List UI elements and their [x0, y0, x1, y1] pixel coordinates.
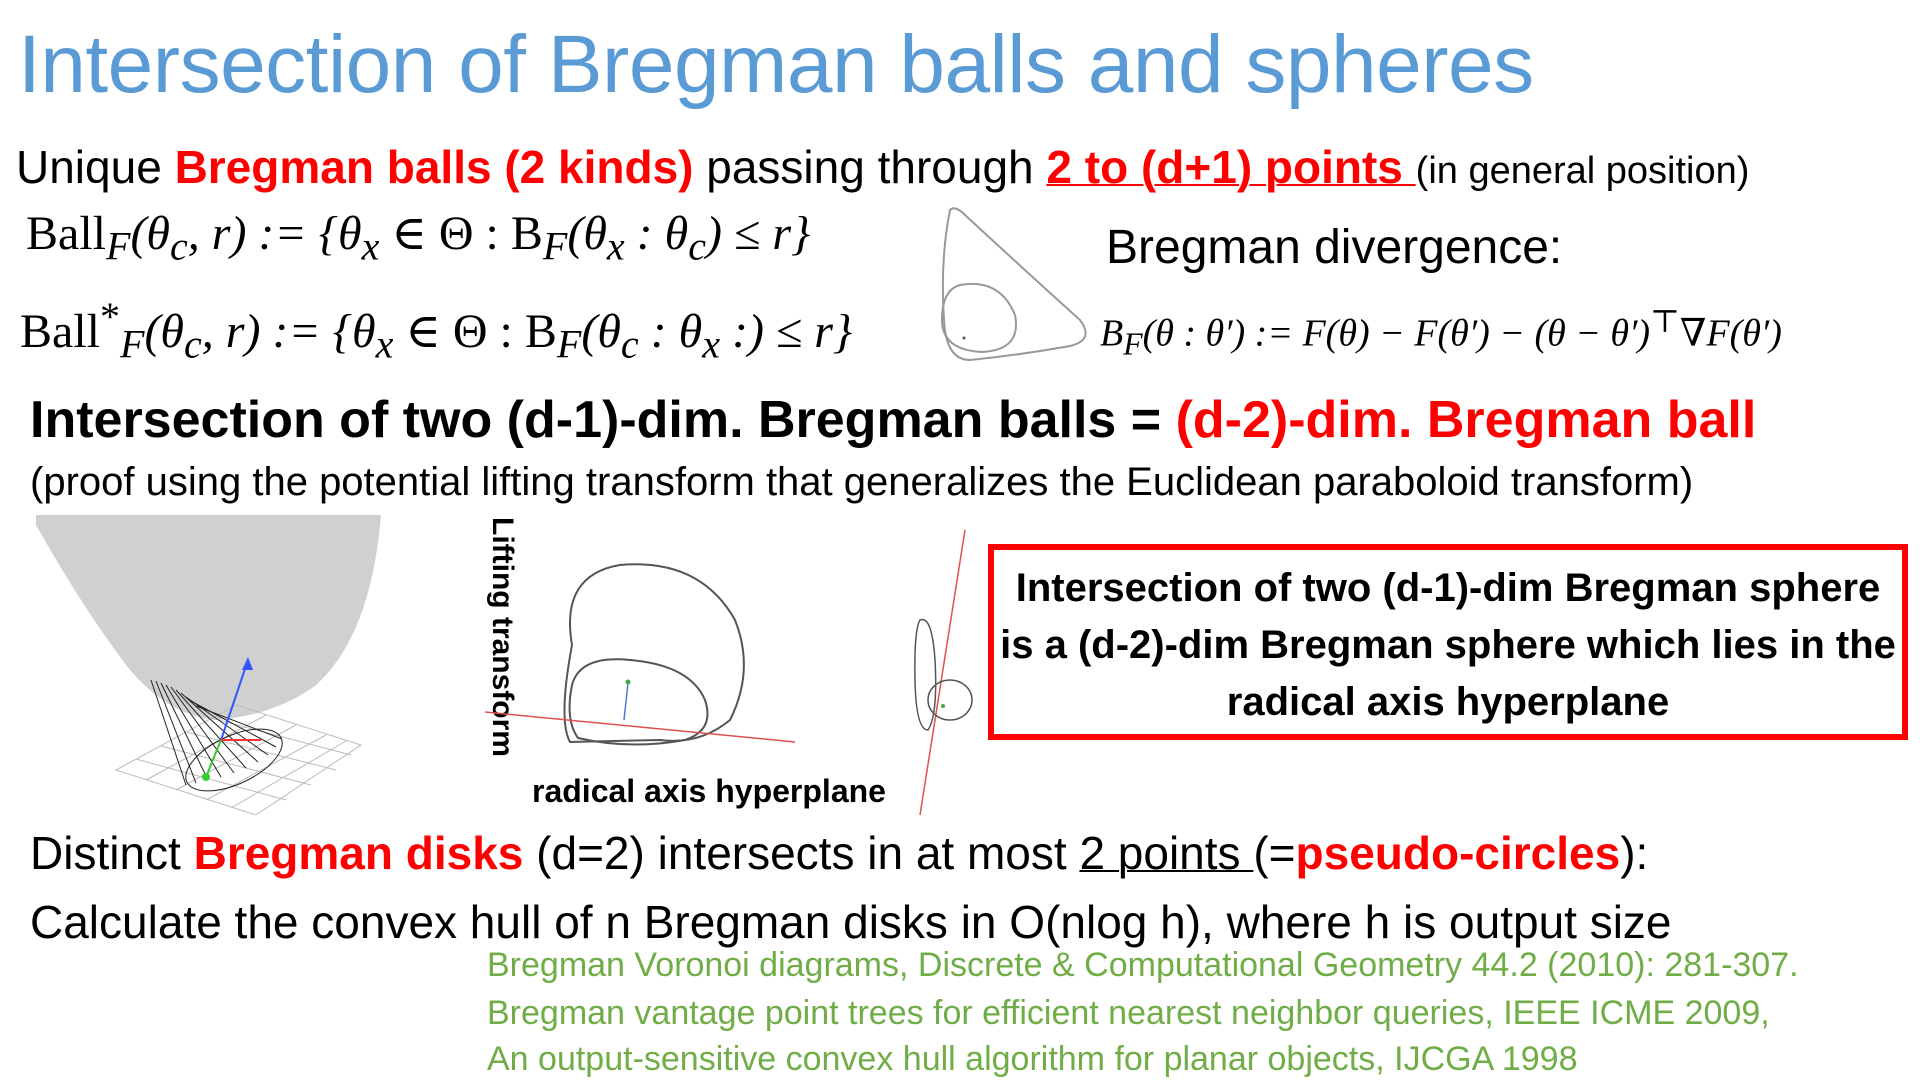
dual-ball-sub: F: [120, 322, 144, 367]
div-sub: F: [1123, 326, 1142, 361]
disks-red: Bregman disks: [194, 827, 524, 879]
disks-open: (=: [1253, 827, 1295, 879]
dual-ball-shape: [942, 284, 1016, 352]
dual-ball-sub2: F: [557, 322, 581, 367]
dual-ball-x: x: [376, 322, 394, 367]
thin-sphere-left: [915, 620, 936, 731]
divergence-label: Bregman divergence:: [1106, 220, 1562, 275]
ball-set: ∈ Θ : B: [379, 207, 543, 260]
bregman-disks-line: Distinct Bregman disks (d=2) intersects …: [30, 826, 1648, 880]
center-point: [626, 680, 631, 685]
ball-rest: , r) := {θ: [188, 207, 362, 260]
dual-ball-c2: c: [621, 322, 639, 367]
intersection-red: (d-2)-dim. Bregman ball: [1176, 391, 1757, 449]
div-b: B: [1100, 313, 1123, 355]
divergence-formula: BF(θ : θ′) := F(θ) − F(θ′) − (θ − θ′)⊤∇F…: [1100, 304, 1782, 362]
div-sup: ⊤: [1650, 304, 1680, 339]
dual-ball-definition: Ball*F(θc, r) := {θx ∈ Θ : BF(θc : θx :)…: [20, 293, 852, 368]
point-green: [202, 773, 210, 781]
line1-middle: passing through: [693, 141, 1046, 193]
disks-red2: pseudo-circles: [1296, 827, 1621, 879]
dual-ball-args: (θ: [144, 305, 184, 358]
radical-axis-line: [485, 712, 795, 742]
line1-suffix: (in general position): [1416, 150, 1750, 192]
ball-end: ) ≤ r}: [706, 207, 810, 260]
unique-balls-line: Unique Bregman balls (2 kinds) passing t…: [16, 140, 1749, 194]
ball-args: (θ: [130, 207, 170, 260]
dual-ball-center: [963, 337, 966, 340]
disks-middle: (d=2) intersects in at most: [523, 827, 1079, 879]
div-body2: ∇F(θ′): [1680, 313, 1782, 355]
lifting-figure: [36, 515, 416, 815]
ball-x: x: [362, 224, 380, 269]
ball-c: c: [170, 224, 188, 269]
intersection-black: Intersection of two (d-1)-dim. Bregman b…: [30, 391, 1176, 449]
radical-axis-vertical: [920, 530, 965, 815]
paraboloid-surface: [36, 515, 381, 720]
ball-sub2: F: [543, 224, 567, 269]
ball-shapes-figure: [930, 200, 1110, 370]
slide-title: Intersection of Bregman balls and sphere…: [18, 18, 1534, 112]
thin-center-point: [941, 704, 945, 708]
dual-ball-set: ∈ Θ : B: [393, 305, 557, 358]
proof-note: (proof using the potential lifting trans…: [30, 460, 1693, 505]
reference-voronoi: Bregman Voronoi diagrams, Discrete & Com…: [487, 946, 1799, 985]
dual-ball-colon: : θ: [639, 305, 703, 358]
div-body1: (θ : θ′) := F(θ) − F(θ′) − (θ − θ′): [1143, 313, 1650, 355]
line1-balls: Bregman balls (2 kinds): [175, 141, 694, 193]
ball-x2: x: [607, 224, 625, 269]
reference-vantage-point: Bregman vantage point trees for efficien…: [487, 994, 1770, 1033]
intersection-statement: Intersection of two (d-1)-dim. Bregman b…: [30, 390, 1756, 450]
dual-ball-c: c: [184, 322, 202, 367]
reference-convex-hull: An output-sensitive convex hull algorith…: [487, 1040, 1577, 1079]
bregman-sphere-large: [564, 564, 743, 742]
dual-ball-sup: *: [100, 294, 120, 339]
dual-ball-lhs: Ball: [20, 305, 100, 358]
line1-points: 2 to (d+1) points: [1046, 141, 1415, 193]
dual-ball-end: :) ≤ r}: [720, 305, 852, 358]
ball-definition: BallF(θc, r) := {θx ∈ Θ : BF(θx : θc) ≤ …: [26, 205, 810, 270]
sphere-intersection-box: Intersection of two (d-1)-dim Bregman sp…: [988, 544, 1908, 740]
dual-ball-x2: x: [702, 322, 720, 367]
disks-underlined: 2 points: [1079, 827, 1253, 879]
radical-axis-label: radical axis hyperplane: [532, 773, 886, 810]
center-link: [624, 683, 628, 720]
ball-sub: F: [106, 224, 130, 269]
disks-close: ):: [1620, 827, 1648, 879]
line1-prefix: Unique: [16, 141, 175, 193]
ball-div: (θ: [567, 207, 607, 260]
dual-ball-rest: , r) := {θ: [202, 305, 376, 358]
ball-lhs: Ball: [26, 207, 106, 260]
dual-ball-div: (θ: [581, 305, 621, 358]
ball-colon: : θ: [625, 207, 689, 260]
convex-hull-line: Calculate the convex hull of n Bregman d…: [30, 895, 1672, 949]
disks-prefix: Distinct: [30, 827, 194, 879]
ball-c2: c: [688, 224, 706, 269]
